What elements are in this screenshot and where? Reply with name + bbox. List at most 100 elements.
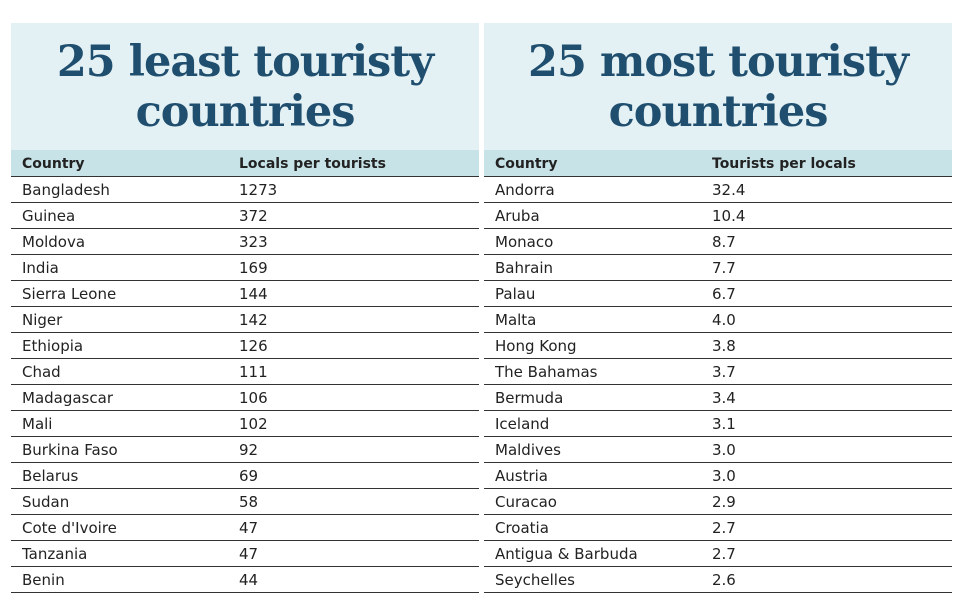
country-cell: Andorra bbox=[495, 181, 555, 199]
table-row: Monaco 8.7 bbox=[484, 229, 952, 255]
table-row: Maldives 3.0 bbox=[484, 437, 952, 463]
country-cell: Niger bbox=[22, 311, 63, 329]
ratio-cell: 1273 bbox=[239, 181, 278, 199]
country-cell: Burkina Faso bbox=[22, 441, 118, 459]
country-cell: Croatia bbox=[495, 519, 549, 537]
ratio-cell: 6.7 bbox=[712, 285, 736, 303]
country-cell: Moldova bbox=[22, 233, 86, 251]
country-cell: Antigua & Barbuda bbox=[495, 545, 638, 563]
table-row: Bangladesh 1273 bbox=[11, 177, 479, 203]
column-header: Country bbox=[22, 156, 85, 172]
table-row: Croatia 2.7 bbox=[484, 515, 952, 541]
country-cell: Benin bbox=[22, 571, 65, 589]
table-row: Antigua & Barbuda 2.7 bbox=[484, 541, 952, 567]
header-row: Country Tourists per locals bbox=[484, 150, 952, 177]
ratio-cell: 111 bbox=[239, 363, 268, 381]
table-row: Andorra 32.4 bbox=[484, 177, 952, 203]
ratio-cell: 47 bbox=[239, 519, 259, 537]
ratio-cell: 3.0 bbox=[712, 467, 736, 485]
country-cell: Austria bbox=[495, 467, 548, 485]
ratio-cell: 142 bbox=[239, 311, 268, 329]
country-cell: Maldives bbox=[495, 441, 561, 459]
country-cell: Bahrain bbox=[495, 259, 554, 277]
country-cell: Cote d'Ivoire bbox=[22, 519, 117, 537]
table-row: Moldova 323 bbox=[11, 229, 479, 255]
ratio-cell: 10.4 bbox=[712, 207, 746, 225]
table-row: Madagascar 106 bbox=[11, 385, 479, 411]
table-row: India 169 bbox=[11, 255, 479, 281]
table-row: Cote d'Ivoire 47 bbox=[11, 515, 479, 541]
country-cell: Madagascar bbox=[22, 389, 113, 407]
column-header: Country bbox=[495, 156, 558, 172]
ratio-cell: 3.4 bbox=[712, 389, 736, 407]
table-row: Palau 6.7 bbox=[484, 281, 952, 307]
country-cell: Ethiopia bbox=[22, 337, 84, 355]
table-row: Austria 3.0 bbox=[484, 463, 952, 489]
country-cell: Seychelles bbox=[495, 571, 575, 589]
ratio-cell: 2.6 bbox=[712, 571, 736, 589]
table-row: Bermuda 3.4 bbox=[484, 385, 952, 411]
table-row: The Bahamas 3.7 bbox=[484, 359, 952, 385]
ratio-cell: 106 bbox=[239, 389, 268, 407]
table-row: Curacao 2.9 bbox=[484, 489, 952, 515]
country-cell: Iceland bbox=[495, 415, 550, 433]
ratio-cell: 3.8 bbox=[712, 337, 736, 355]
ratio-cell: 8.7 bbox=[712, 233, 736, 251]
table-panel: 25 least touristy countries Country Locals… bbox=[11, 23, 479, 593]
table-title: 25 most touristy countries bbox=[484, 23, 952, 150]
country-cell: Sudan bbox=[22, 493, 70, 511]
column-header: Locals per tourists bbox=[239, 156, 386, 172]
ratio-cell: 169 bbox=[239, 259, 268, 277]
country-cell: The Bahamas bbox=[495, 363, 598, 381]
country-cell: Sierra Leone bbox=[22, 285, 117, 303]
country-cell: Monaco bbox=[495, 233, 554, 251]
country-cell: Tanzania bbox=[22, 545, 88, 563]
ratio-cell: 4.0 bbox=[712, 311, 736, 329]
ratio-cell: 32.4 bbox=[712, 181, 746, 199]
ratio-cell: 2.7 bbox=[712, 545, 736, 563]
table-panel: 25 most touristy countries Country Tourist… bbox=[484, 23, 952, 593]
country-cell: Guinea bbox=[22, 207, 76, 225]
country-cell: Curacao bbox=[495, 493, 557, 511]
ratio-cell: 92 bbox=[239, 441, 259, 459]
country-cell: Chad bbox=[22, 363, 61, 381]
table-row: Sudan 58 bbox=[11, 489, 479, 515]
table-row: Seychelles 2.6 bbox=[484, 567, 952, 593]
ratio-cell: 102 bbox=[239, 415, 268, 433]
country-cell: Palau bbox=[495, 285, 536, 303]
table-row: Chad 111 bbox=[11, 359, 479, 385]
table-row: Bahrain 7.7 bbox=[484, 255, 952, 281]
table-title: 25 least touristy countries bbox=[11, 23, 479, 150]
ratio-cell: 44 bbox=[239, 571, 259, 589]
ratio-cell: 3.0 bbox=[712, 441, 736, 459]
table-row: Aruba 10.4 bbox=[484, 203, 952, 229]
table-row: Niger 142 bbox=[11, 307, 479, 333]
table-row: Belarus 69 bbox=[11, 463, 479, 489]
table-row: Burkina Faso 92 bbox=[11, 437, 479, 463]
ratio-cell: 323 bbox=[239, 233, 268, 251]
table-row: Mali 102 bbox=[11, 411, 479, 437]
country-cell: Belarus bbox=[22, 467, 79, 485]
country-cell: Malta bbox=[495, 311, 537, 329]
table-row: Tanzania 47 bbox=[11, 541, 479, 567]
table-row: Hong Kong 3.8 bbox=[484, 333, 952, 359]
column-header: Tourists per locals bbox=[712, 156, 856, 172]
table-row: Benin 44 bbox=[11, 567, 479, 593]
ratio-cell: 126 bbox=[239, 337, 268, 355]
ratio-cell: 58 bbox=[239, 493, 259, 511]
ratio-cell: 3.1 bbox=[712, 415, 736, 433]
country-cell: Mali bbox=[22, 415, 53, 433]
table-row: Sierra Leone 144 bbox=[11, 281, 479, 307]
country-cell: India bbox=[22, 259, 59, 277]
ratio-cell: 69 bbox=[239, 467, 259, 485]
country-cell: Bermuda bbox=[495, 389, 564, 407]
ratio-cell: 2.9 bbox=[712, 493, 736, 511]
table-row: Malta 4.0 bbox=[484, 307, 952, 333]
ratio-cell: 7.7 bbox=[712, 259, 736, 277]
ratio-cell: 3.7 bbox=[712, 363, 736, 381]
country-cell: Hong Kong bbox=[495, 337, 577, 355]
table-row: Guinea 372 bbox=[11, 203, 479, 229]
header-row: Country Locals per tourists bbox=[11, 150, 479, 177]
ratio-cell: 372 bbox=[239, 207, 268, 225]
